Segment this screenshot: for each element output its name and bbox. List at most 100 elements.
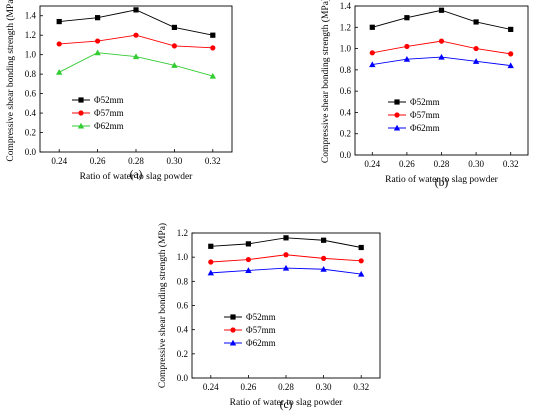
data-point — [508, 51, 514, 57]
y-axis-title: Compressive shear bonding strength (MPa) — [5, 0, 16, 162]
y-tick-label: 0.6 — [25, 89, 37, 99]
legend-entry: Φ57mm — [72, 108, 124, 118]
plot-frame — [354, 5, 529, 156]
legend-marker — [230, 314, 236, 320]
y-axis-title: Compressive shear bonding strength (MPa) — [157, 223, 168, 388]
x-tick-label: 0.30 — [468, 159, 484, 169]
data-point — [171, 62, 178, 68]
series-2 — [56, 32, 216, 51]
x-tick-label: 0.28 — [278, 382, 294, 392]
legend-entry: Φ52mm — [72, 95, 124, 105]
data-point — [404, 15, 410, 21]
series-1 — [56, 7, 216, 38]
series-3 — [369, 53, 514, 69]
series-3 — [56, 49, 216, 79]
y-tick-label: 0.2 — [25, 128, 36, 138]
legend-label: Φ52mm — [246, 312, 276, 322]
data-point — [283, 252, 289, 258]
data-point — [133, 7, 139, 13]
data-point — [208, 243, 214, 249]
x-tick-label: 0.24 — [203, 382, 219, 392]
y-tick-label: 0.8 — [340, 65, 352, 75]
x-tick-label: 0.26 — [90, 156, 106, 166]
legend-label: Φ52mm — [410, 97, 440, 107]
chart-panel-3: 0.24 0.26 0.28 0.30 0.32 0.0 0.2 0.4 0.6 0.8 1.0 1.… — [157, 223, 381, 411]
y-tick-label: 1.2 — [340, 22, 351, 32]
series-1 — [208, 235, 364, 251]
legend-entry: Φ62mm — [388, 123, 440, 133]
y-tick-label: 1.0 — [25, 50, 37, 60]
data-point — [209, 72, 216, 79]
y-tick-label: 1.2 — [25, 30, 36, 40]
data-point — [358, 244, 364, 251]
data-point — [56, 41, 62, 47]
legend-label: Φ57mm — [246, 325, 276, 335]
legend-label: Φ57mm — [94, 108, 124, 118]
x-tick-label: 0.26 — [241, 382, 257, 392]
y-tick-label: 0.8 — [177, 276, 189, 286]
series-3 — [207, 264, 365, 277]
legend-entry: Φ52mm — [388, 97, 440, 107]
legend-label: Φ57mm — [410, 110, 440, 120]
legend-entry: Φ57mm — [388, 110, 440, 120]
y-axis-title: Compressive shear bonding strength (MPa) — [320, 0, 331, 163]
data-point — [94, 49, 101, 56]
legend-marker — [77, 122, 85, 129]
y-tick-label: 0.6 — [177, 301, 189, 311]
series-2 — [208, 252, 364, 265]
data-point — [473, 19, 479, 25]
data-point — [132, 53, 140, 60]
data-point — [369, 50, 375, 56]
data-point — [438, 53, 445, 60]
x-tick-label: 0.28 — [434, 159, 450, 169]
legend-marker — [230, 327, 236, 333]
plot-frame — [39, 5, 233, 153]
data-point — [208, 259, 214, 265]
y-tick-label: 0.8 — [25, 69, 37, 79]
x-tick-label: 0.32 — [205, 156, 221, 166]
data-point — [369, 61, 376, 68]
data-point — [472, 58, 480, 64]
legend-label: Φ62mm — [246, 338, 276, 348]
data-point — [245, 241, 251, 247]
data-point — [404, 43, 410, 50]
x-tick-label: 0.26 — [399, 159, 415, 169]
panel-label: (a) — [130, 169, 143, 181]
legend-entry: Φ62mm — [72, 121, 124, 131]
y-tick-label: 1.0 — [177, 252, 189, 262]
data-point — [245, 256, 251, 263]
data-point — [320, 266, 327, 272]
legend-label: Φ62mm — [410, 123, 440, 133]
data-point — [321, 237, 327, 243]
series-1 — [369, 7, 514, 33]
y-tick-label: 0.0 — [177, 373, 189, 383]
y-tick-label: 1.4 — [25, 11, 37, 21]
y-tick-label: 0.2 — [340, 129, 351, 139]
panel-label: (c) — [280, 399, 293, 411]
y-tick-label: 0.4 — [25, 108, 37, 118]
data-point — [245, 267, 252, 274]
series-line — [59, 9, 213, 36]
data-point — [473, 45, 479, 52]
series-line — [372, 9, 511, 30]
legend-marker — [78, 97, 84, 103]
legend-marker — [394, 112, 400, 118]
y-tick-label: 1.0 — [340, 44, 352, 54]
legend-label: Φ52mm — [94, 95, 124, 105]
data-point — [133, 32, 139, 38]
x-tick-label: 0.32 — [353, 382, 369, 392]
data-point — [56, 18, 62, 25]
y-tick-label: 0.4 — [340, 107, 352, 117]
legend-marker — [229, 339, 237, 346]
x-tick-label: 0.30 — [167, 156, 183, 166]
y-tick-label: 0.4 — [177, 325, 189, 335]
x-tick-label: 0.28 — [128, 156, 144, 166]
data-point — [403, 56, 411, 62]
y-tick-label: 1.2 — [177, 228, 188, 238]
x-axis-title: Ratio of water to slag powder — [80, 171, 193, 182]
data-point — [210, 45, 216, 51]
panel-label: (b) — [435, 177, 449, 189]
x-tick-label: 0.30 — [316, 382, 332, 392]
legend-marker — [78, 110, 84, 116]
x-tick-label: 0.32 — [503, 159, 519, 169]
